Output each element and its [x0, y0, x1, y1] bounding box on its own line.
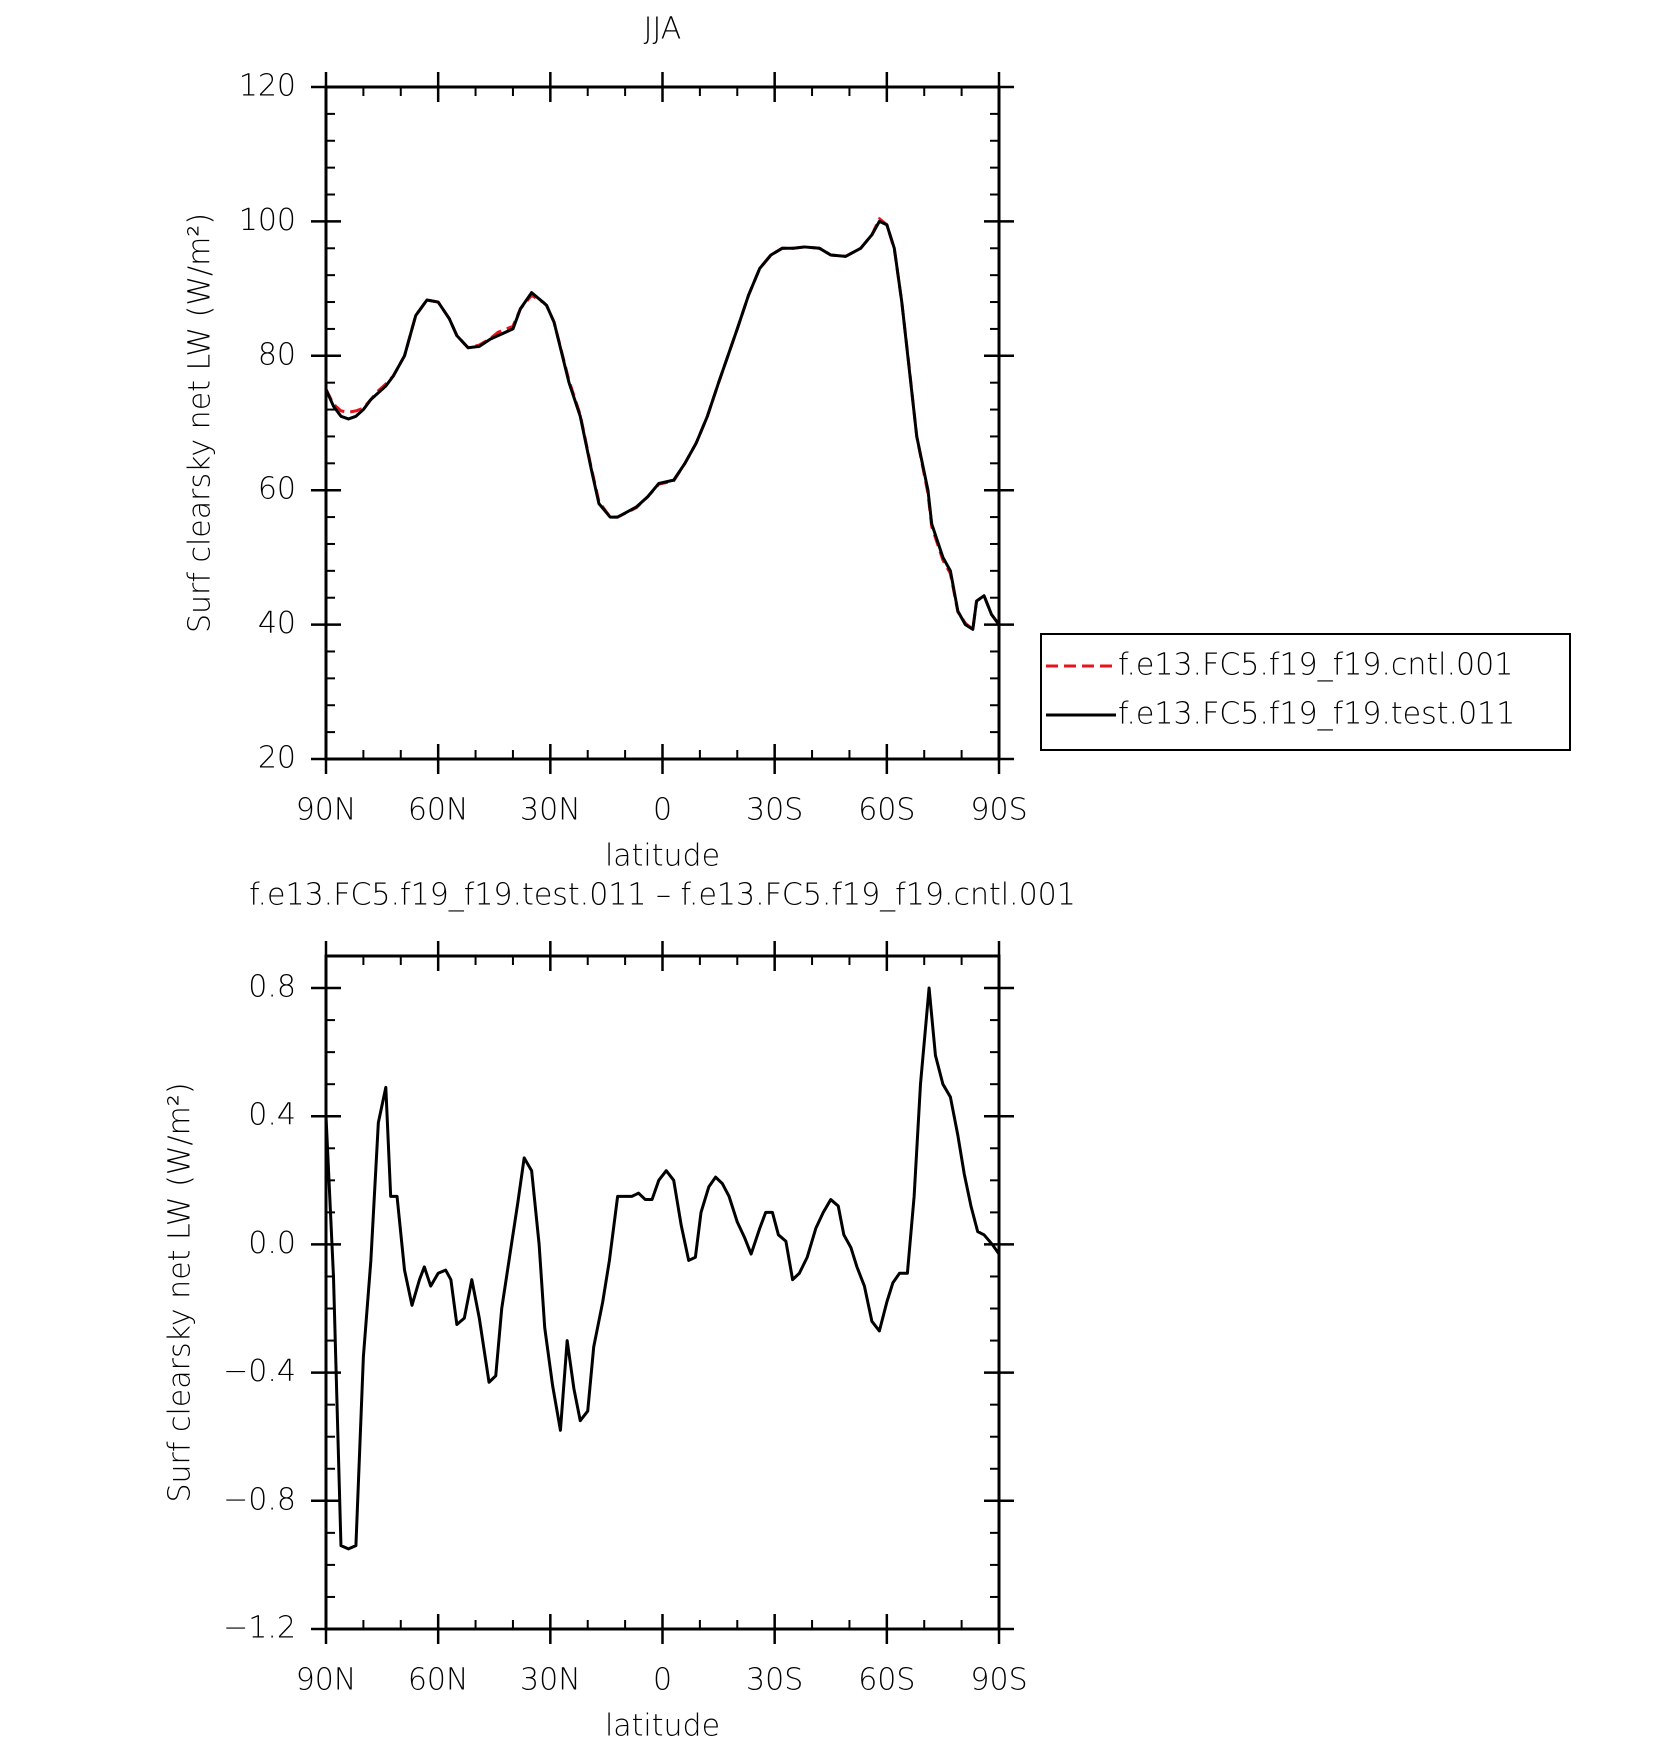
y-tick-label: 0.0 — [248, 1226, 296, 1261]
legend-label: f.e13.FC5.f19_f19.cntl.001 — [1118, 648, 1513, 683]
y-tick-label: 100 — [239, 203, 296, 238]
data-line — [324, 219, 1001, 631]
x-tick-label: 90N — [296, 1663, 357, 1698]
x-tick-label: 60S — [858, 793, 915, 828]
y-tick-label: −1.2 — [223, 1611, 296, 1646]
x-tick-label: 90S — [970, 1663, 1027, 1698]
x-axis-label: latitude — [605, 839, 720, 874]
x-tick-label: 30N — [520, 793, 581, 828]
y-tick-label: 120 — [239, 69, 296, 104]
x-tick-label: 90S — [970, 793, 1027, 828]
y-tick-label: −0.4 — [223, 1354, 296, 1389]
chart-title: JJA — [644, 12, 682, 47]
plot-frame — [324, 85, 1001, 761]
legend-box — [1040, 633, 1571, 751]
data-line — [324, 986, 1001, 1551]
x-tick-label: 60S — [858, 1663, 915, 1698]
x-tick-label: 0 — [653, 793, 672, 828]
x-tick-label: 30S — [746, 1663, 803, 1698]
x-axis-label: latitude — [605, 1709, 720, 1744]
x-tick-label: 60N — [408, 793, 469, 828]
y-tick-label: 0.4 — [248, 1098, 296, 1133]
y-tick-label: 0.8 — [248, 970, 296, 1005]
x-tick-label: 0 — [653, 1663, 672, 1698]
y-axis-label: Surf clearsky net LW (W/m²) — [163, 1082, 198, 1502]
y-axis-label: Surf clearsky net LW (W/m²) — [183, 213, 218, 633]
x-tick-label: 90N — [296, 793, 357, 828]
y-tick-label: −0.8 — [223, 1482, 296, 1517]
legend-label: f.e13.FC5.f19_f19.test.011 — [1118, 697, 1515, 732]
y-tick-label: 40 — [258, 606, 296, 641]
x-tick-label: 60N — [408, 1663, 469, 1698]
y-tick-label: 60 — [258, 472, 296, 507]
y-tick-label: 20 — [258, 741, 296, 776]
plot-frame — [324, 954, 1001, 1631]
x-tick-label: 30N — [520, 1663, 581, 1698]
x-tick-label: 30S — [746, 793, 803, 828]
chart-title: f.e13.FC5.f19_f19.test.011 – f.e13.FC5.f… — [249, 878, 1076, 913]
y-tick-label: 80 — [258, 337, 296, 372]
